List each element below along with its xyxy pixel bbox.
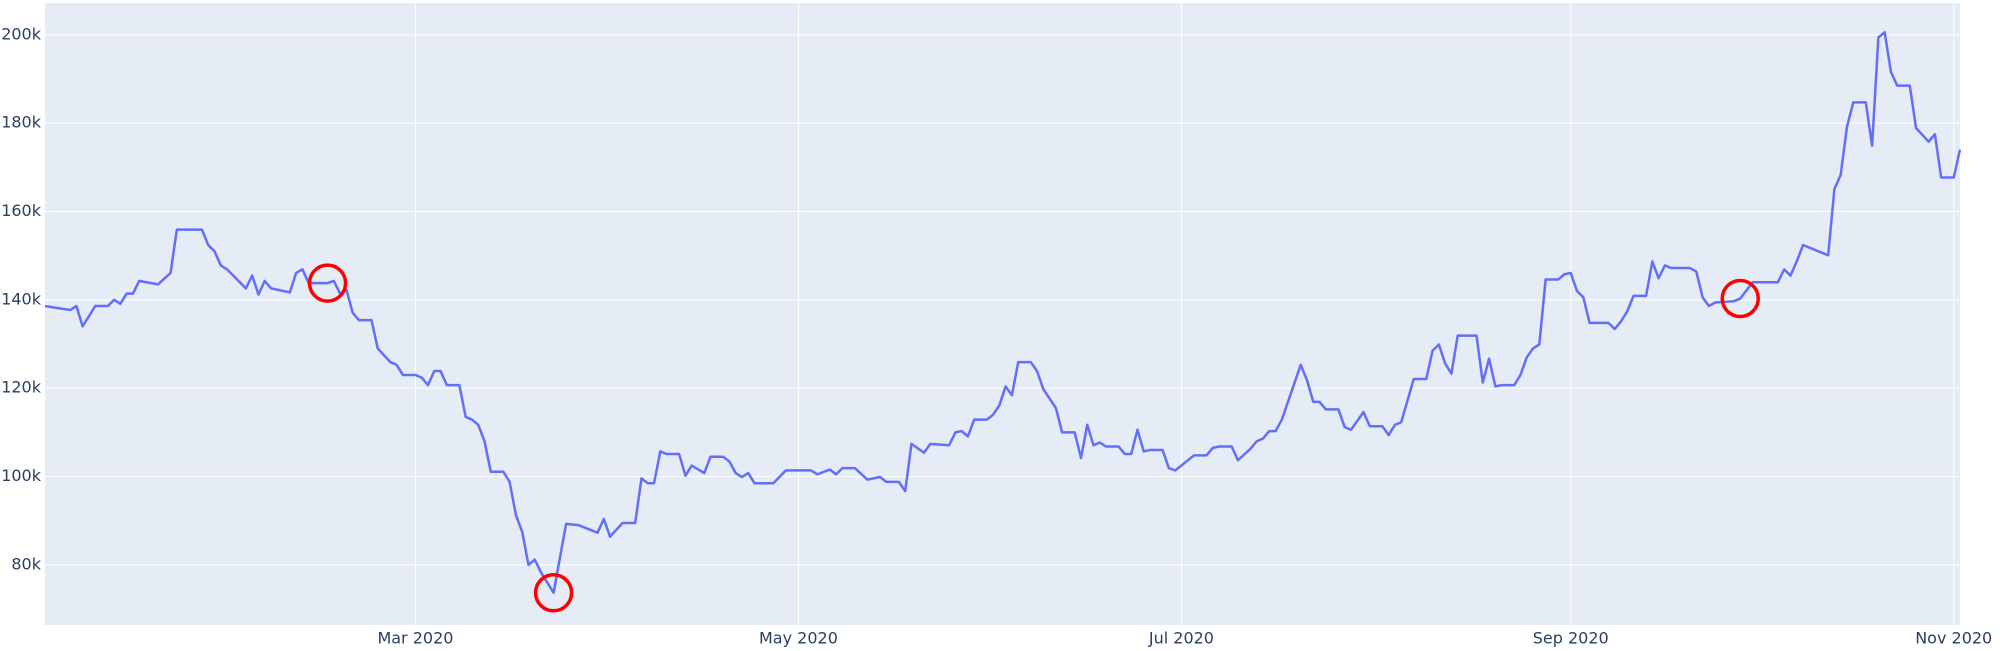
y-tick-label: 120k — [1, 378, 42, 397]
y-tick-label: 200k — [1, 24, 42, 43]
y-tick-label: 80k — [11, 554, 41, 573]
y-tick-label: 140k — [1, 289, 42, 308]
y-tick-label: 160k — [1, 201, 42, 220]
plot-background — [45, 3, 1960, 625]
line — [44, 30, 1962, 594]
highlight-marker — [533, 573, 574, 613]
y-tick-label: 180k — [1, 113, 42, 132]
x-tick-label: May 2020 — [759, 629, 838, 648]
y-tick-label: 100k — [1, 466, 42, 485]
highlight-marker — [307, 263, 348, 303]
x-tick-label: Jul 2020 — [1148, 629, 1214, 648]
x-tick-label: Sep 2020 — [1533, 629, 1609, 648]
highlight-marker — [1720, 278, 1760, 319]
x-tick-label: Nov 2020 — [1915, 629, 1992, 648]
x-tick-label: Mar 2020 — [377, 629, 453, 648]
